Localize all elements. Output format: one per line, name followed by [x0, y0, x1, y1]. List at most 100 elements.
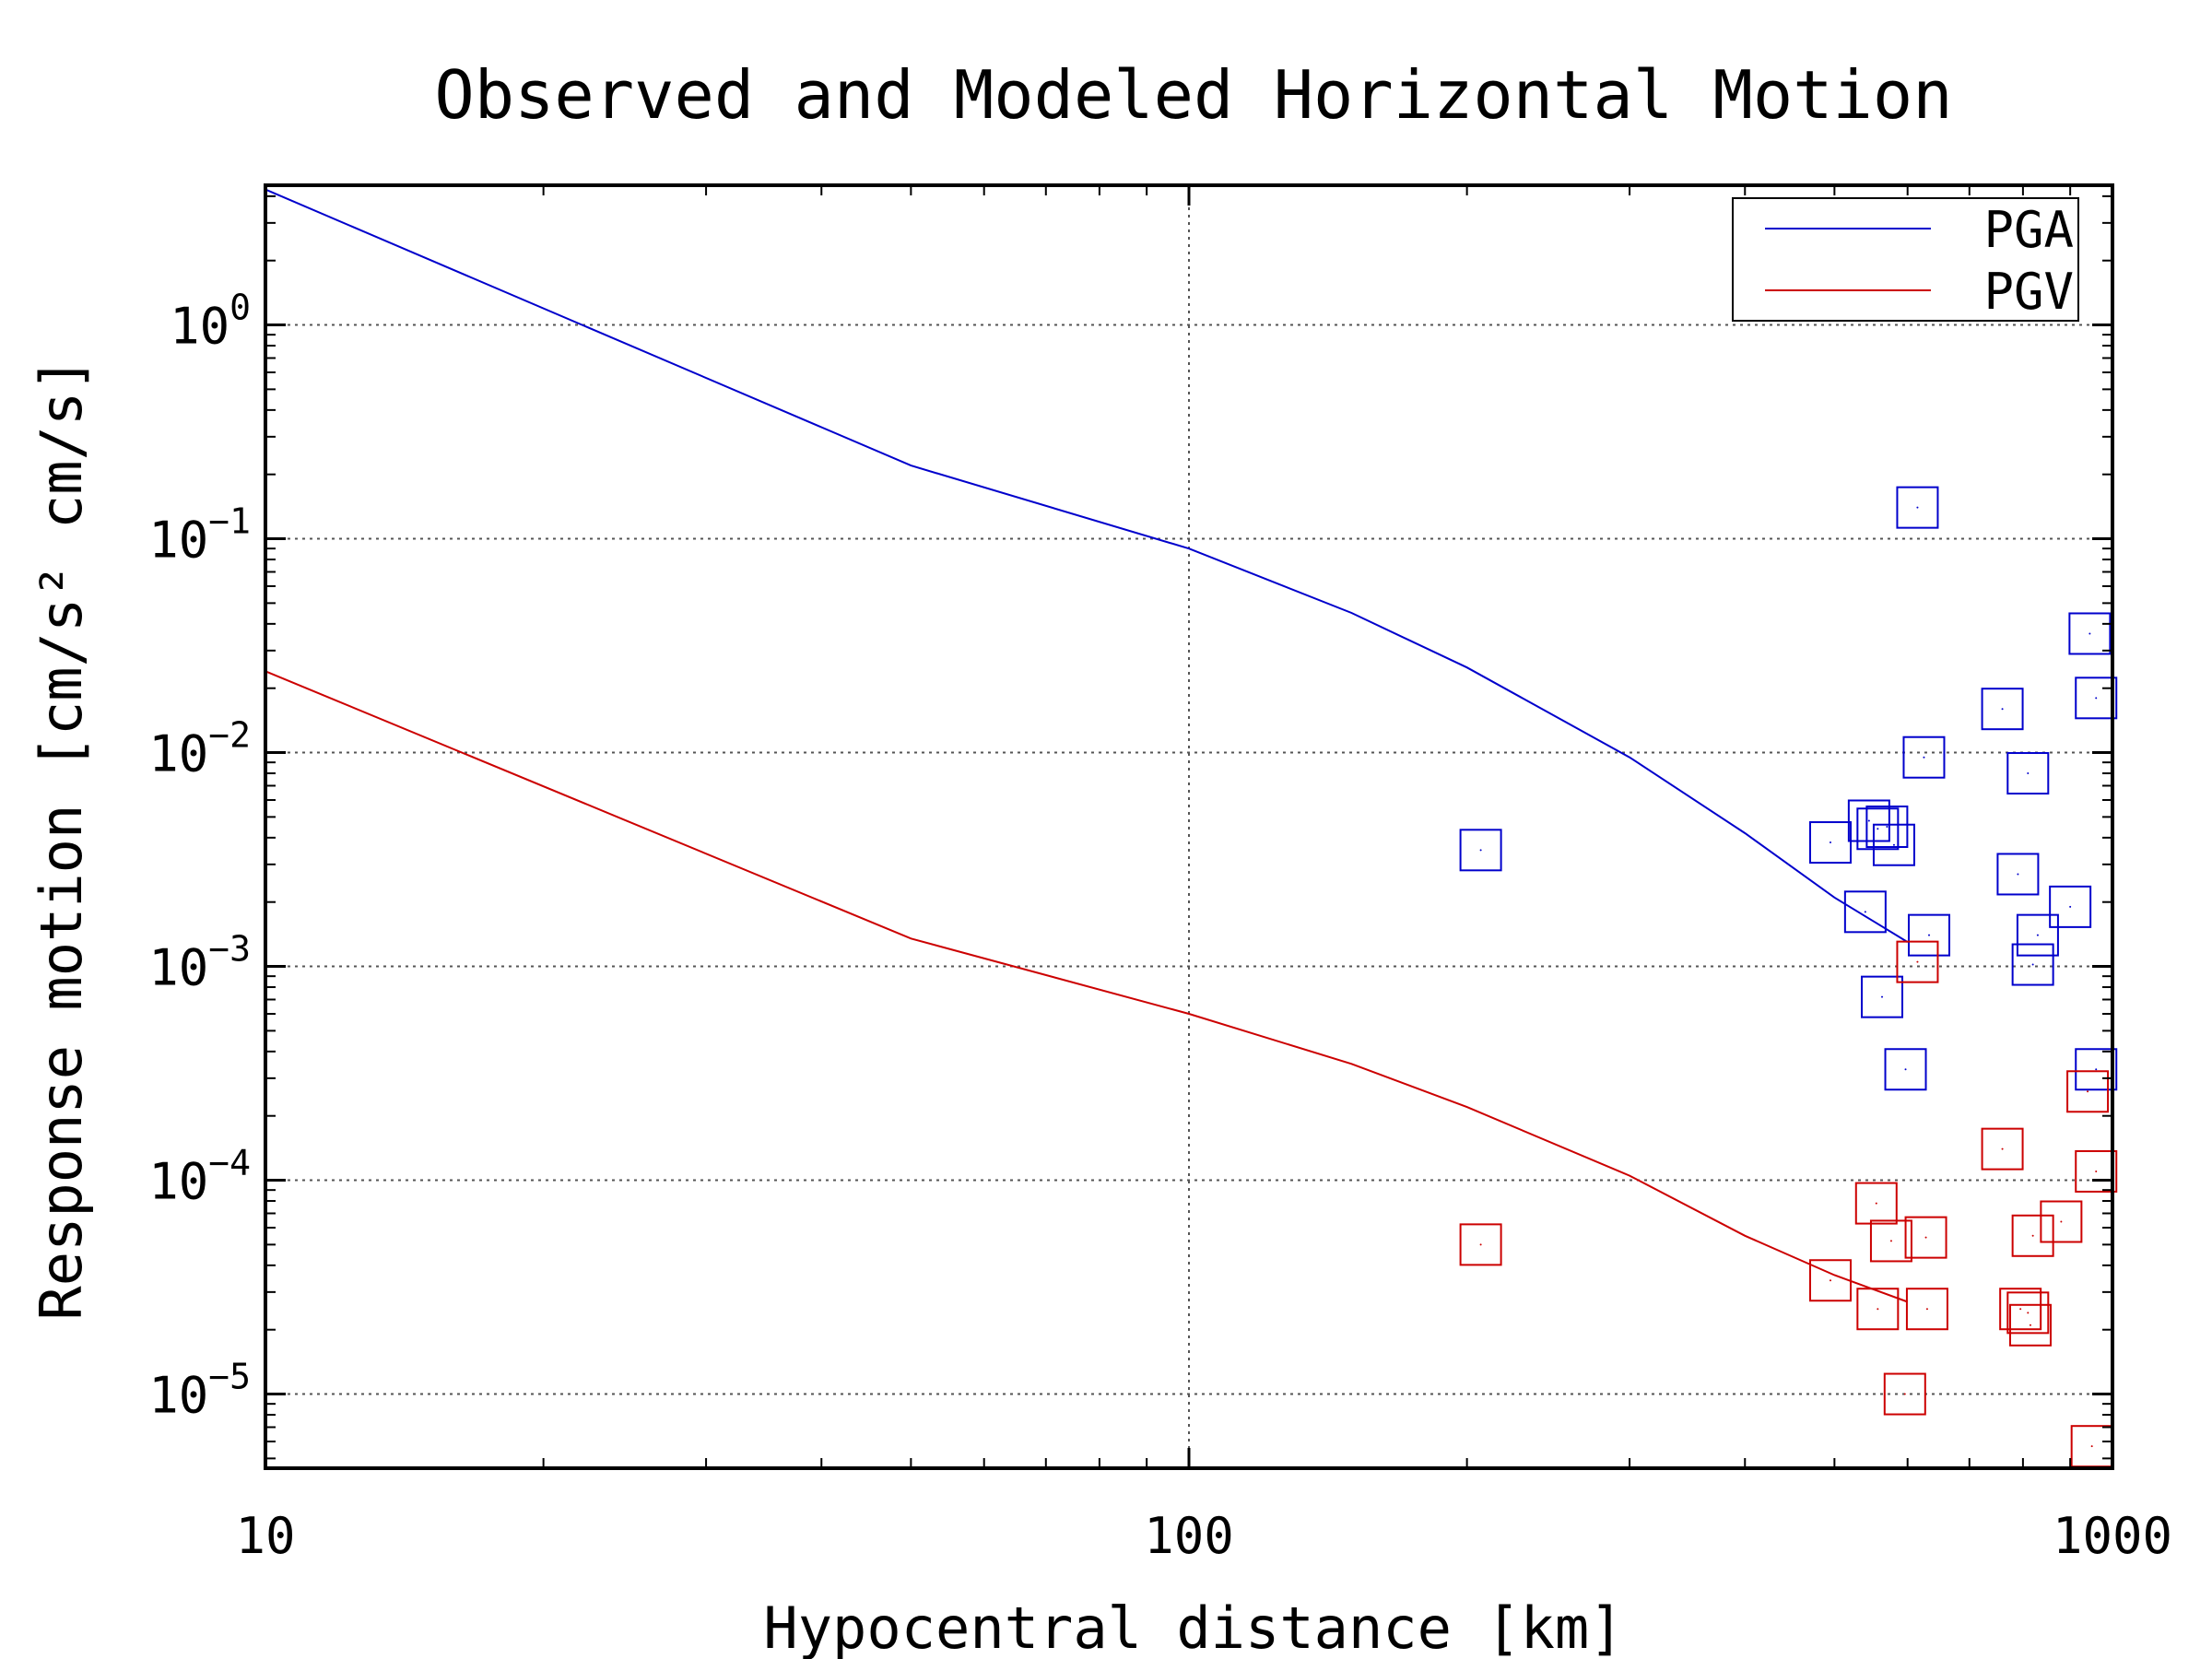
- marker-pgv: [1981, 1127, 2024, 1171]
- marker-pgv: [2040, 1200, 2083, 1243]
- marker-dot-pgv: [2031, 1234, 2034, 1237]
- marker-pga: [2016, 913, 2059, 957]
- marker-dot-pga: [1892, 843, 1895, 846]
- marker-pga: [1861, 975, 1904, 1018]
- x-tick-label: 1000: [2053, 1507, 2172, 1565]
- marker-dot-pgv: [1829, 1279, 1831, 1282]
- marker-pgv: [1856, 1288, 1900, 1331]
- x-tick-label: 100: [1144, 1507, 1234, 1565]
- marker-pga: [1856, 807, 1900, 851]
- y-tick-labels: 10−5 10−4 10−3 10−2 10−1 100: [148, 288, 251, 1425]
- marker-dot-pga: [1829, 841, 1831, 844]
- marker-dot-pgv: [1889, 1240, 1892, 1242]
- marker-pgv: [1896, 940, 1939, 983]
- marker-dot-pgv: [1903, 1393, 1906, 1395]
- x-axis-label: Hypocentral distance [km]: [763, 1594, 1623, 1659]
- marker-dot-pgv: [2019, 1308, 2022, 1311]
- marker-pgv: [1905, 1288, 1948, 1331]
- marker-dot-pga: [1479, 849, 1482, 852]
- marker-dot-pga: [2031, 963, 2034, 966]
- model-lines: [265, 188, 1909, 1303]
- marker-pga: [1896, 486, 1939, 529]
- marker-dot-pgv: [2001, 1147, 2004, 1150]
- grid: [265, 185, 2112, 1468]
- marker-pga: [1981, 688, 2024, 731]
- legend-label-pga: PGA: [1983, 201, 2074, 259]
- marker-pga: [1884, 1048, 1927, 1091]
- marker-dot-pga: [2095, 1068, 2098, 1071]
- marker-pgv: [1808, 1259, 1852, 1302]
- marker-pga: [1908, 913, 1951, 957]
- marker-pgv: [2008, 1303, 2052, 1347]
- marker-pgv: [1883, 1372, 1926, 1416]
- marker-dot-pga: [1928, 934, 1931, 936]
- axis-ticks: [264, 185, 2114, 1468]
- marker-dot-pga: [1923, 756, 1925, 759]
- y-tick-label: 100: [170, 288, 251, 356]
- marker-dot-pgv: [1877, 1308, 1879, 1311]
- marker-pgv: [1459, 1223, 1502, 1266]
- marker-dot-pga: [2088, 632, 2091, 635]
- marker-dot-pga: [2036, 934, 2039, 936]
- marker-dot-pga: [1881, 995, 1884, 998]
- marker-pgv: [2075, 1149, 2118, 1193]
- marker-dot-pga: [2027, 772, 2030, 775]
- legend: PGA PGV: [1732, 197, 2079, 322]
- marker-pgv: [1854, 1182, 1898, 1225]
- marker-pga: [2049, 885, 2092, 928]
- marker-pgv: [1869, 1219, 1912, 1263]
- y-tick-label: 10−4: [148, 1143, 251, 1211]
- x-tick-label: 10: [235, 1507, 295, 1565]
- y-tick-label: 10−2: [148, 715, 251, 783]
- marker-dot-pgv: [1924, 1236, 1927, 1239]
- marker-dot-pgv: [2087, 1090, 2089, 1093]
- marker-pga: [2011, 943, 2054, 986]
- marker-pga: [2075, 677, 2118, 720]
- marker-dot-pgv: [2090, 1445, 2093, 1448]
- marker-dot-pga: [1904, 1068, 1907, 1071]
- legend-label-pgv: PGV: [1983, 263, 2074, 321]
- marker-pga: [1808, 821, 1852, 865]
- model-line-pga: [265, 188, 1909, 943]
- model-line-pgv: [265, 670, 1909, 1303]
- marker-pga: [2075, 1048, 2118, 1091]
- marker-pga: [1459, 829, 1502, 872]
- marker-dot-pgv: [1925, 1308, 1928, 1311]
- marker-pgv: [2066, 1070, 2110, 1113]
- marker-dot-pga: [1877, 828, 1879, 830]
- marker-pgv: [1904, 1216, 1947, 1259]
- marker-dot-pgv: [1916, 960, 1919, 963]
- marker-dot-pgv: [2095, 1170, 2098, 1172]
- y-tick-label: 10−1: [148, 501, 251, 570]
- legend-box: [1732, 197, 2079, 322]
- marker-dot-pga: [2017, 873, 2019, 876]
- marker-pga: [1902, 735, 1946, 779]
- marker-pgv: [2011, 1214, 2054, 1257]
- marker-dot-pga: [1916, 506, 1919, 509]
- y-tick-label: 10−3: [148, 929, 251, 997]
- marker-pga: [1847, 799, 1890, 842]
- marker-dot-pgv: [1875, 1202, 1877, 1205]
- marker-dot-pga: [1886, 826, 1888, 828]
- marker-dot-pgv: [2027, 1312, 2030, 1314]
- marker-pga: [1865, 806, 1909, 848]
- marker-pgv: [1999, 1288, 2042, 1331]
- marker-dot-pgv: [1479, 1243, 1482, 1246]
- marker-pga: [1872, 823, 1915, 866]
- marker-dot-pga: [2001, 708, 2004, 711]
- marker-dot-pgv: [2029, 1324, 2031, 1326]
- marker-dot-pga: [2095, 697, 2098, 700]
- marker-pgv: [2006, 1291, 2050, 1335]
- marker-dot-pga: [1864, 911, 1866, 913]
- chart-title: Observed and Modeled Horizontal Motion: [434, 56, 1952, 134]
- marker-pga: [1843, 890, 1887, 934]
- y-axis-label: Response motion [cm/s² cm/s]: [28, 357, 95, 1320]
- marker-dot-pga: [1867, 819, 1870, 822]
- marker-pga: [1996, 853, 2040, 896]
- marker-pga: [2006, 752, 2050, 795]
- marker-dot-pga: [2069, 905, 2072, 908]
- y-tick-label: 10−5: [148, 1357, 251, 1425]
- observed-markers: [1459, 486, 2118, 1468]
- marker-dot-pgv: [2060, 1220, 2063, 1223]
